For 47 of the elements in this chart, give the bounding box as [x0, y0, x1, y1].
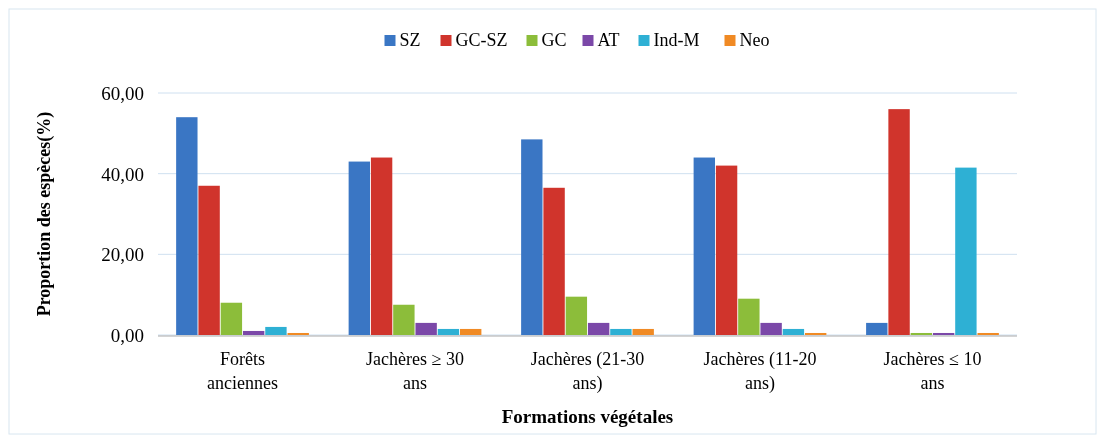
- bar: [415, 322, 437, 335]
- bar: [693, 157, 715, 335]
- bar: [287, 332, 309, 335]
- bar: [198, 185, 220, 335]
- x-tick-label: Jachères (11-20 ans): [703, 349, 817, 394]
- bar: [176, 117, 198, 335]
- bar: [888, 109, 910, 335]
- legend-label: Neo: [739, 30, 770, 50]
- bar: [910, 332, 933, 335]
- x-tick-label: Jachères ≥ 30 ans: [366, 349, 464, 393]
- bar: [242, 330, 265, 335]
- legend-label: AT: [597, 30, 620, 50]
- bar: [632, 328, 654, 335]
- bar: [587, 322, 610, 335]
- x-axis-title: Formations végétales: [501, 406, 674, 427]
- bar: [370, 157, 393, 335]
- y-tick-label: 60,00: [101, 83, 144, 104]
- legend-label: GC-SZ: [455, 30, 508, 50]
- y-axis-title: Proportion des espèces(%): [34, 111, 55, 317]
- bar: [610, 328, 632, 335]
- bar: [955, 167, 977, 335]
- x-tick-label: Jachères (21-30 ans): [530, 349, 645, 394]
- bar: [220, 302, 243, 335]
- bar: [804, 332, 827, 335]
- legend-label: Ind-M: [653, 30, 700, 50]
- y-tick-label: 0,00: [110, 325, 144, 346]
- bar: [393, 304, 415, 335]
- y-tick-label: 40,00: [101, 163, 144, 185]
- bar: [265, 326, 287, 335]
- legend-label: SZ: [399, 30, 421, 50]
- bar: [715, 165, 738, 335]
- bar: [521, 139, 543, 335]
- bar: [782, 328, 805, 335]
- bar: [543, 187, 565, 335]
- bar: [565, 296, 588, 335]
- bar: [348, 161, 371, 335]
- bar: [977, 332, 999, 335]
- x-tick-label: Jachères ≤ 10 ans: [883, 349, 982, 393]
- bar: [738, 298, 760, 335]
- bar: [437, 328, 460, 335]
- bar: [932, 332, 955, 335]
- legend-label: GC: [541, 30, 567, 50]
- bar: [866, 322, 888, 335]
- y-tick-label: 20,00: [101, 244, 144, 266]
- x-tick-label: Forêts anciennes: [207, 349, 278, 393]
- bar: [760, 322, 782, 335]
- bar: [460, 328, 482, 335]
